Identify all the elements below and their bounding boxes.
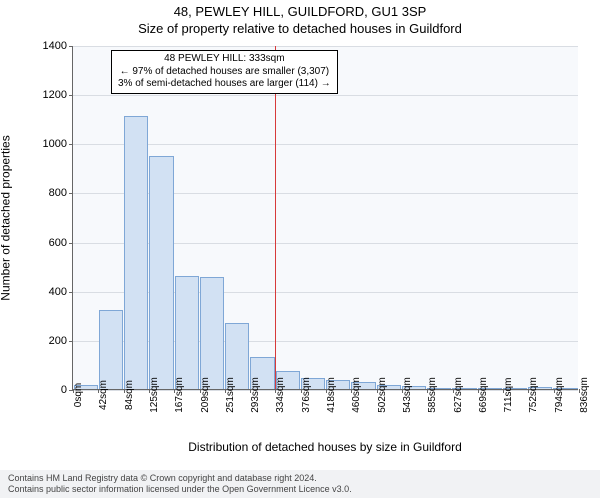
- x-tick-mark: [528, 389, 529, 393]
- histogram-bar: [99, 310, 123, 389]
- reference-line: [275, 46, 276, 389]
- x-tick-mark: [73, 389, 74, 393]
- x-tick-mark: [174, 389, 175, 393]
- x-tick-label: 543sqm: [402, 377, 413, 413]
- x-tick-label: 585sqm: [427, 377, 438, 413]
- footer-attribution: Contains HM Land Registry data © Crown c…: [0, 470, 600, 499]
- x-tick-label: 502sqm: [377, 377, 388, 413]
- y-tick-mark: [69, 95, 73, 96]
- x-tick-label: 0sqm: [73, 383, 84, 407]
- x-tick-mark: [225, 389, 226, 393]
- y-axis-label: Number of detached properties: [0, 135, 12, 300]
- x-tick-mark: [478, 389, 479, 393]
- x-axis-label: Distribution of detached houses by size …: [72, 440, 578, 454]
- x-tick-mark: [554, 389, 555, 393]
- x-tick-mark: [427, 389, 428, 393]
- x-tick-mark: [453, 389, 454, 393]
- y-tick-label: 400: [49, 286, 67, 298]
- y-tick-mark: [69, 243, 73, 244]
- x-tick-label: 84sqm: [124, 380, 135, 410]
- x-tick-label: 125sqm: [149, 377, 160, 413]
- x-tick-label: 752sqm: [528, 377, 539, 413]
- x-tick-mark: [149, 389, 150, 393]
- y-tick-mark: [69, 193, 73, 194]
- x-tick-label: 711sqm: [503, 378, 514, 413]
- y-tick-label: 0: [61, 384, 67, 396]
- x-tick-label: 418sqm: [326, 377, 337, 413]
- y-tick-mark: [69, 341, 73, 342]
- x-tick-label: 376sqm: [301, 377, 312, 413]
- chart-subtitle: Size of property relative to detached ho…: [0, 19, 600, 36]
- histogram-bar: [124, 116, 148, 389]
- x-tick-label: 627sqm: [453, 377, 464, 413]
- address-title: 48, PEWLEY HILL, GUILDFORD, GU1 3SP: [0, 0, 600, 19]
- histogram-bar: [200, 277, 224, 389]
- x-tick-mark: [326, 389, 327, 393]
- annotation-line-2: ← 97% of detached houses are smaller (3,…: [118, 66, 331, 79]
- x-tick-label: 167sqm: [174, 377, 185, 413]
- annotation-line-3: 3% of semi-detached houses are larger (1…: [118, 78, 331, 91]
- x-tick-label: 669sqm: [478, 377, 489, 413]
- x-tick-label: 251sqm: [225, 377, 236, 413]
- x-tick-mark: [351, 389, 352, 393]
- x-tick-mark: [503, 389, 504, 393]
- y-tick-label: 1400: [43, 40, 67, 52]
- y-tick-label: 800: [49, 187, 67, 199]
- x-tick-mark: [579, 389, 580, 393]
- x-tick-label: 42sqm: [98, 380, 109, 410]
- y-tick-label: 1200: [43, 89, 67, 101]
- histogram-bar: [175, 276, 199, 389]
- y-tick-label: 200: [49, 335, 67, 347]
- x-tick-mark: [98, 389, 99, 393]
- footer-line-1: Contains HM Land Registry data © Crown c…: [8, 473, 592, 484]
- x-tick-mark: [200, 389, 201, 393]
- x-tick-mark: [402, 389, 403, 393]
- annotation-line-1: 48 PEWLEY HILL: 333sqm: [118, 53, 331, 66]
- x-tick-mark: [250, 389, 251, 393]
- y-tick-label: 600: [49, 237, 67, 249]
- x-tick-label: 293sqm: [250, 377, 261, 413]
- y-tick-mark: [69, 46, 73, 47]
- x-tick-label: 334sqm: [275, 377, 286, 413]
- y-tick-mark: [69, 292, 73, 293]
- histogram-bars: [73, 46, 578, 389]
- x-tick-mark: [124, 389, 125, 393]
- y-tick-label: 1000: [43, 138, 67, 150]
- x-tick-mark: [301, 389, 302, 393]
- histogram-bar: [149, 156, 173, 389]
- x-tick-mark: [377, 389, 378, 393]
- y-tick-mark: [69, 144, 73, 145]
- x-tick-label: 209sqm: [200, 377, 211, 413]
- x-tick-label: 460sqm: [351, 377, 362, 413]
- footer-line-2: Contains public sector information licen…: [8, 484, 592, 495]
- x-tick-label: 836sqm: [579, 377, 590, 413]
- x-tick-label: 794sqm: [554, 377, 565, 413]
- chart-plot-area: 48 PEWLEY HILL: 333sqm ← 97% of detached…: [72, 46, 578, 390]
- annotation-box: 48 PEWLEY HILL: 333sqm ← 97% of detached…: [111, 50, 338, 94]
- x-tick-mark: [275, 389, 276, 393]
